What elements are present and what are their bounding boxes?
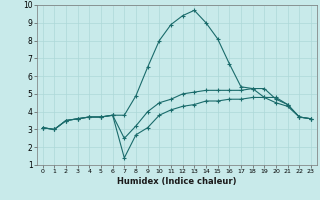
X-axis label: Humidex (Indice chaleur): Humidex (Indice chaleur) — [117, 177, 236, 186]
